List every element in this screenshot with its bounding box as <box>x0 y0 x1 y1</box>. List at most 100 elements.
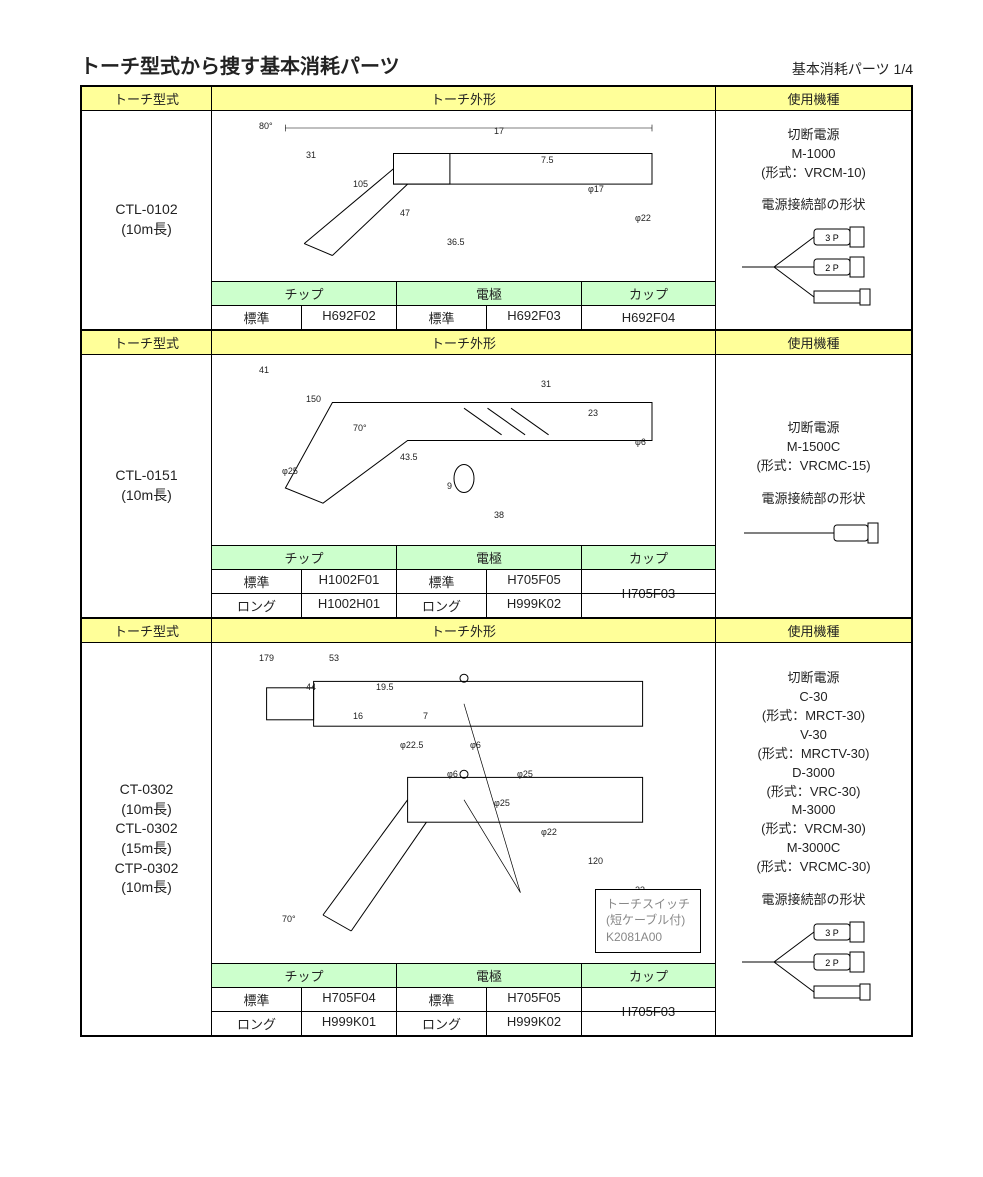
svg-text:70°: 70° <box>282 914 296 924</box>
callout-line: トーチスイッチ <box>606 896 690 913</box>
svg-text:9: 9 <box>447 481 452 491</box>
column-header-usage: 使用機種 <box>716 87 911 111</box>
tip-code: H1002F01 <box>302 570 397 593</box>
electrode-label: ロング <box>397 594 487 617</box>
svg-text:47: 47 <box>400 208 410 218</box>
svg-text:70°: 70° <box>353 423 367 433</box>
shape-cell: 4115070°43.59383123φ6φ25 チップ 電極 カップ 標準 H… <box>212 355 716 617</box>
svg-text:44: 44 <box>306 682 316 692</box>
usage-line: M-3000 <box>791 801 835 820</box>
connector-diagram: 3 P 2 P <box>734 914 894 1009</box>
shape-cell: 80°311054736.5177.5φ17φ22 チップ 電極 カップ 標準 … <box>212 111 716 329</box>
usage-line: C-30 <box>799 688 827 707</box>
usage-cell: 切断電源 M-1000(形式：VRCM-10) 電源接続部の形状 3 P 2 P <box>716 111 911 329</box>
svg-text:43.5: 43.5 <box>400 452 418 462</box>
parts-header-electrode: 電極 <box>397 282 582 305</box>
model-line: CTL-0302 <box>115 819 177 839</box>
tip-code: H1002H01 <box>302 594 397 617</box>
torch-diagram: 4115070°43.59383123φ6φ25 <box>229 355 699 545</box>
model-line: (10m長) <box>121 878 172 898</box>
torch-block: トーチ型式 トーチ外形 使用機種 CTL-0151(10m長) 4115070°… <box>82 331 911 619</box>
usage-line: (形式：VRCMC-15) <box>756 457 870 476</box>
electrode-code: H705F05 <box>487 570 582 593</box>
usage-line: M-3000C <box>787 839 840 858</box>
svg-text:φ17: φ17 <box>588 184 604 194</box>
column-header-model: トーチ型式 <box>82 619 212 643</box>
model-line: (10m長) <box>121 800 172 820</box>
svg-text:φ6: φ6 <box>447 769 458 779</box>
connector-diagram: 3 P 2 P <box>734 219 894 314</box>
svg-text:19.5: 19.5 <box>376 682 394 692</box>
svg-text:φ22: φ22 <box>541 827 557 837</box>
connector-label: 電源接続部の形状 <box>761 196 865 215</box>
svg-text:105: 105 <box>353 179 368 189</box>
svg-text:φ6: φ6 <box>470 740 481 750</box>
usage-line: (形式：VRCMC-30) <box>756 858 870 877</box>
tip-label: 標準 <box>212 306 302 329</box>
svg-text:7: 7 <box>423 711 428 721</box>
torch-switch-callout: トーチスイッチ(短ケーブル付)K2081A00 <box>595 889 701 953</box>
tip-code: H705F04 <box>302 988 397 1011</box>
usage-line: (形式：MRCTV-30) <box>758 745 870 764</box>
svg-text:31: 31 <box>541 379 551 389</box>
svg-text:3 P: 3 P <box>825 928 839 938</box>
electrode-code: H705F05 <box>487 988 582 1011</box>
torch-diagram: 80°311054736.5177.5φ17φ22 <box>229 111 699 281</box>
parts-header-cup: カップ <box>582 964 715 987</box>
svg-text:150: 150 <box>306 394 321 404</box>
column-header-model: トーチ型式 <box>82 331 212 355</box>
electrode-code: H692F03 <box>487 306 582 329</box>
svg-text:16: 16 <box>353 711 363 721</box>
column-header-shape: トーチ外形 <box>212 331 716 355</box>
tip-label: ロング <box>212 594 302 617</box>
usage-cell: 切断電源 M-1500C(形式：VRCMC-15) 電源接続部の形状 <box>716 355 911 617</box>
usage-cell: 切断電源 C-30(形式：MRCT-30)V-30(形式：MRCTV-30)D-… <box>716 643 911 1035</box>
svg-text:179: 179 <box>259 653 274 663</box>
diagram-area: 4115070°43.59383123φ6φ25 <box>212 355 715 545</box>
model-cell: CT-0302(10m長)CTL-0302(15m長)CTP-0302(10m長… <box>82 643 212 1035</box>
column-header-usage: 使用機種 <box>716 619 911 643</box>
parts-header-tip: チップ <box>212 964 397 987</box>
diagram-area: 80°311054736.5177.5φ17φ22 <box>212 111 715 281</box>
tip-label: 標準 <box>212 988 302 1011</box>
svg-text:23: 23 <box>588 408 598 418</box>
callout-line: K2081A00 <box>606 929 690 946</box>
usage-line: D-3000 <box>792 764 835 783</box>
parts-header-tip: チップ <box>212 546 397 569</box>
tip-code: H999K01 <box>302 1012 397 1035</box>
svg-text:17: 17 <box>494 126 504 136</box>
diagram-area: 1794416φ22.5φ6φ25φ221202370°5319.57φ6φ25… <box>212 643 715 963</box>
parts-table: チップ 電極 カップ 標準 H1002F01 標準 H705F05 H705F0… <box>212 545 715 617</box>
electrode-code: H999K02 <box>487 594 582 617</box>
parts-header-electrode: 電極 <box>397 546 582 569</box>
usage-line: M-1000 <box>791 145 835 164</box>
model-line: CTL-0102 <box>115 200 177 220</box>
column-header-shape: トーチ外形 <box>212 619 716 643</box>
svg-text:120: 120 <box>588 856 603 866</box>
svg-text:38: 38 <box>494 510 504 520</box>
svg-text:2 P: 2 P <box>825 958 839 968</box>
connector-label: 電源接続部の形状 <box>761 891 865 910</box>
parts-header-cup: カップ <box>582 282 715 305</box>
electrode-label: 標準 <box>397 570 487 593</box>
connector-diagram <box>739 513 889 553</box>
usage-line: (形式：MRCT-30) <box>762 707 865 726</box>
model-line: CTL-0151 <box>115 466 177 486</box>
usage-title: 切断電源 <box>787 419 839 438</box>
svg-text:7.5: 7.5 <box>541 155 554 165</box>
usage-line: (形式：VRCM-10) <box>761 164 866 183</box>
svg-text:36.5: 36.5 <box>447 237 465 247</box>
parts-table: チップ 電極 カップ 標準 H692F02 標準 H692F03 H692F04 <box>212 281 715 329</box>
page-title: トーチ型式から捜す基本消耗パーツ <box>80 50 400 79</box>
model-line: (10m長) <box>121 220 172 240</box>
model-line: (15m長) <box>121 839 172 859</box>
parts-header-tip: チップ <box>212 282 397 305</box>
svg-text:φ6: φ6 <box>635 437 646 447</box>
usage-line: (形式：VRCM-30) <box>761 820 866 839</box>
svg-text:41: 41 <box>259 365 269 375</box>
column-header-model: トーチ型式 <box>82 87 212 111</box>
usage-line: M-1500C <box>787 438 840 457</box>
svg-text:2 P: 2 P <box>825 263 839 273</box>
electrode-label: ロング <box>397 1012 487 1035</box>
usage-line: (形式：VRC-30) <box>767 783 861 802</box>
